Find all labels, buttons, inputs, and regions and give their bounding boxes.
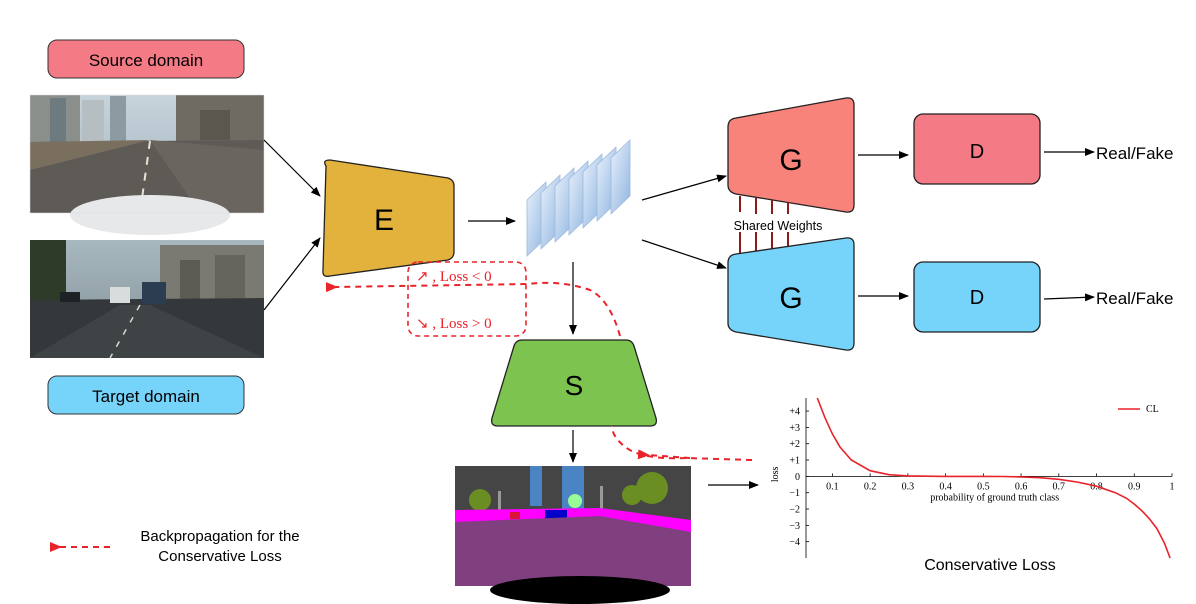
backprop-legend: Backpropagation for the Conservative Los… <box>50 528 300 565</box>
conservative-loss-chart: 0.1 0.2 0.3 0.4 0.5 0.6 0.7 0.8 0.9 1 +4+3+2+10−1… <box>770 397 1175 574</box>
chart-y-tick-label: −2 <box>789 505 800 516</box>
arrow-features-to-generator-bottom <box>641 239 727 269</box>
chart-y-tick-label: +1 <box>789 456 800 467</box>
chart-y-tick-label: +4 <box>789 407 800 418</box>
loss-condition-box: ↗ , Loss < 0 ↘ , Loss > 0 <box>407 261 527 337</box>
chart-y-tick-label: −1 <box>789 488 800 499</box>
source-domain-text: Source domain <box>89 51 203 70</box>
backprop-path-chart <box>611 425 753 461</box>
chart-y-tick-label: +3 <box>789 423 800 434</box>
backprop-path-main <box>325 281 621 337</box>
segmentation-image <box>455 466 691 604</box>
chart-y-tick-label: 0 <box>795 472 800 483</box>
segmenter-block: S <box>490 339 658 427</box>
chart-x-tick-label: 1 <box>1170 481 1175 492</box>
discriminator-top-block: D <box>913 113 1041 185</box>
source-domain-label: Source domain <box>47 39 245 79</box>
target-image <box>30 240 264 359</box>
chart-x-tick-label: 0.4 <box>939 481 952 492</box>
generator-top-text: G <box>779 144 802 177</box>
shared-weights-lines <box>739 196 789 254</box>
chart-legend-label: CL <box>1146 404 1159 415</box>
chart-x-tick-label: 0.3 <box>902 481 915 492</box>
generator-top-block: G <box>727 97 855 213</box>
chart-caption: Conservative Loss <box>924 557 1056 574</box>
chart-x-tick-label: 0.1 <box>826 481 839 492</box>
output-top-text: Real/Fake <box>1096 144 1173 163</box>
loss-positive-text: ↘ , Loss > 0 <box>416 316 492 332</box>
discriminator-top-text: D <box>970 141 984 163</box>
chart-x-tick-label: 0.6 <box>1015 481 1028 492</box>
chart-y-ticks: +4 +3 +2 +1 0 −1 −2 −3 −4 <box>789 407 809 548</box>
feature-maps-icon <box>526 139 631 257</box>
generator-bottom-block: G <box>727 237 855 351</box>
output-bottom-text: Real/Fake <box>1096 289 1173 308</box>
discriminator-bottom-block: D <box>913 261 1041 333</box>
arrow-source-to-encoder <box>263 139 321 197</box>
chart-x-tick-label: 0.5 <box>977 481 990 492</box>
chart-legend: CL <box>1118 404 1159 415</box>
chart-y-tick-label: +2 <box>789 439 800 450</box>
backprop-arrow-chart-head <box>637 449 691 460</box>
discriminator-bottom-text: D <box>970 287 984 309</box>
shared-weights-text: Shared Weights <box>734 219 823 233</box>
chart-x-tick-label: 0.9 <box>1128 481 1141 492</box>
chart-series-cl-line <box>816 397 1171 559</box>
legend-line-1: Backpropagation for the <box>140 528 299 545</box>
chart-x-ticks: 0.1 0.2 0.3 0.4 0.5 0.6 0.7 0.8 0.9 1 <box>826 473 1175 492</box>
arrow-target-to-encoder <box>263 237 321 311</box>
source-image <box>29 94 265 235</box>
arrow-features-to-generator-top <box>641 174 727 201</box>
generator-bottom-text: G <box>779 282 802 315</box>
chart-x-tick-label: 0.2 <box>864 481 877 492</box>
chart-y-label: loss <box>770 466 781 482</box>
encoder-text: E <box>374 204 394 237</box>
legend-line-2: Conservative Loss <box>158 548 281 565</box>
chart-y-tick-label: −3 <box>789 521 800 532</box>
target-domain-text: Target domain <box>92 387 200 406</box>
chart-y-tick-label: −4 <box>789 537 800 548</box>
arrow-discriminator-bottom-output <box>1043 293 1095 302</box>
loss-negative-text: ↗ , Loss < 0 <box>416 269 492 285</box>
encoder-block: E <box>322 159 455 278</box>
target-domain-label: Target domain <box>47 375 245 415</box>
chart-x-label: probability of ground truth class <box>930 492 1059 503</box>
chart-x-tick-label: 0.7 <box>1053 481 1066 492</box>
segmenter-text: S <box>565 370 584 401</box>
